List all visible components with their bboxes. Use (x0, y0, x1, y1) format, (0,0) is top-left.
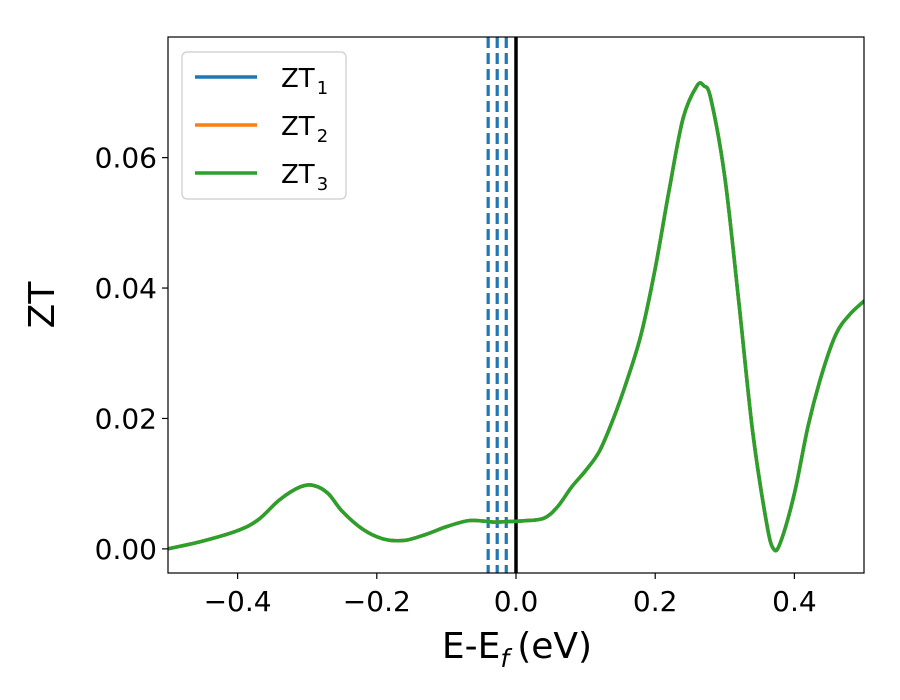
x-axis-label-sub: f (500, 644, 512, 673)
x-tick-label: −0.2 (343, 585, 411, 618)
legend-label-2: ZT 2 (281, 112, 328, 147)
x-tick-label: −0.4 (204, 585, 272, 618)
axes: −0.4 −0.2 0.0 0.2 0.4 0.00 0.02 0.04 0.06 (95, 36, 865, 618)
legend-label-sub: 2 (317, 126, 328, 147)
legend-label-sub: 3 (317, 174, 328, 195)
y-tick-label: 0.02 (95, 402, 157, 435)
x-tick-label: 0.2 (633, 585, 678, 618)
x-axis-label-unit: (eV) (517, 626, 592, 667)
series-lines (168, 81, 864, 553)
y-tick-label: 0.06 (95, 142, 157, 175)
series-line-3 (168, 81, 864, 553)
x-tick-label: 0.4 (772, 585, 817, 618)
legend-label-main: ZT (281, 64, 315, 94)
y-tick-label: 0.04 (95, 272, 157, 305)
legend-label-1: ZT 1 (281, 64, 328, 99)
legend: ZT 1ZT 2ZT 3 (181, 51, 347, 200)
legend-label-sub: 1 (317, 78, 328, 99)
x-tick-label: 0.0 (494, 585, 539, 618)
x-axis-label-main: E-E (442, 626, 500, 667)
y-tick-label: 0.00 (95, 533, 157, 566)
legend-label-main: ZT (281, 160, 315, 190)
legend-label-3: ZT 3 (281, 160, 328, 195)
y-axis-label: ZT (22, 281, 63, 329)
legend-box (181, 51, 347, 200)
legend-label-main: ZT (281, 112, 315, 142)
vertical-markers (486, 37, 518, 573)
x-axis-label: E-Ef (eV) (442, 626, 592, 673)
